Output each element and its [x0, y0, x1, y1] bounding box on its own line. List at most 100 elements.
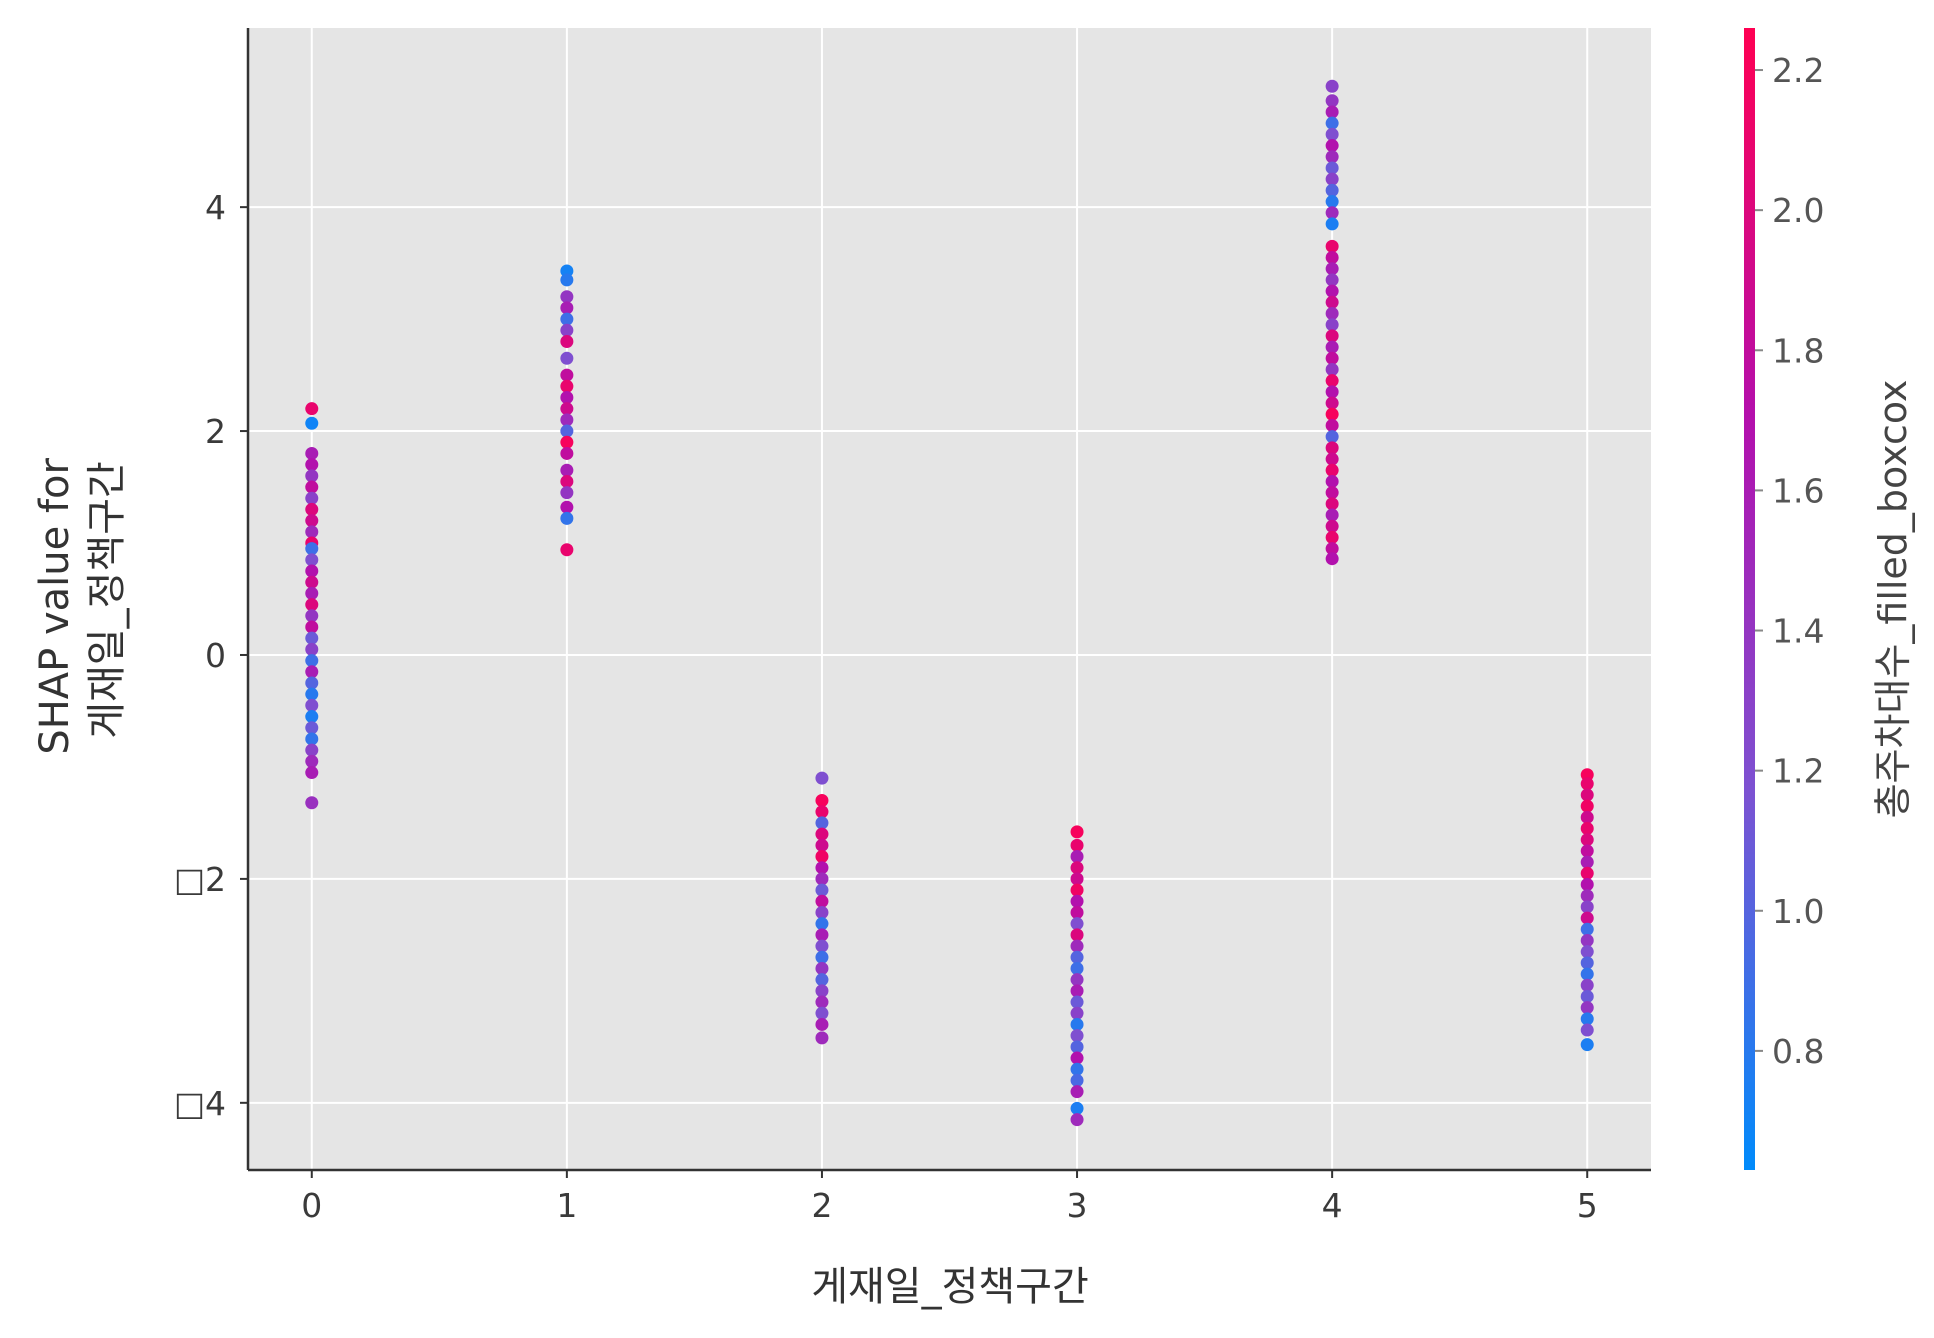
y-tick-label: 0	[205, 636, 226, 675]
scatter-point	[560, 486, 574, 500]
scatter-point	[1070, 939, 1084, 953]
scatter-point	[305, 710, 319, 724]
x-tick-label: 5	[1577, 1186, 1598, 1225]
scatter-point	[815, 995, 829, 1009]
scatter-point	[1070, 1040, 1084, 1054]
scatter-point	[1325, 407, 1339, 421]
scatter-point	[1325, 161, 1339, 175]
scatter-point	[815, 894, 829, 908]
scatter-point	[1070, 1073, 1084, 1087]
scatter-point	[1325, 530, 1339, 544]
scatter-point	[560, 500, 574, 514]
scatter-point	[305, 609, 319, 623]
scatter-point	[1580, 1012, 1594, 1026]
y-axis-ticks: □4 □2 0 2 4	[174, 188, 248, 1123]
scatter-point	[1325, 362, 1339, 376]
scatter-point	[560, 511, 574, 525]
scatter-point	[1325, 127, 1339, 141]
scatter-point	[1070, 973, 1084, 987]
scatter-point	[305, 469, 319, 483]
scatter-point	[815, 984, 829, 998]
scatter-point	[1070, 917, 1084, 931]
scatter-point	[1580, 989, 1594, 1003]
scatter-point	[1325, 374, 1339, 388]
scatter-point	[305, 416, 319, 430]
scatter-point	[1580, 866, 1594, 880]
scatter-point	[815, 1006, 829, 1020]
scatter-point	[560, 463, 574, 477]
y-tick-label: □4	[174, 1084, 226, 1123]
scatter-point	[305, 743, 319, 757]
scatter-point	[305, 732, 319, 746]
scatter-point	[1580, 810, 1594, 824]
scatter-point	[1580, 768, 1594, 782]
scatter-point	[560, 301, 574, 315]
colorbar-tick-label: 2.2	[1772, 51, 1824, 90]
scatter-point	[1070, 883, 1084, 897]
scatter-point	[1580, 967, 1594, 981]
scatter-point	[305, 542, 319, 556]
y-axis-title: SHAP value for 게재일_정책구간	[32, 445, 130, 754]
scatter-point	[1325, 497, 1339, 511]
scatter-point	[560, 368, 574, 382]
scatter-point	[1580, 833, 1594, 847]
scatter-point	[560, 379, 574, 393]
scatter-point	[560, 424, 574, 438]
scatter-point	[815, 950, 829, 964]
scatter-point	[815, 928, 829, 942]
scatter-point	[1070, 850, 1084, 864]
scatter-point	[1325, 418, 1339, 432]
scatter-point	[1070, 1101, 1084, 1115]
scatter-point	[1325, 116, 1339, 130]
scatter-point	[1325, 295, 1339, 309]
colorbar-tick-label: 2.0	[1772, 191, 1824, 230]
scatter-point	[1325, 430, 1339, 444]
scatter-point	[1070, 825, 1084, 839]
scatter-point	[305, 698, 319, 712]
scatter-point	[815, 1031, 829, 1045]
scatter-point	[1580, 945, 1594, 959]
scatter-point	[305, 553, 319, 567]
scatter-point	[560, 273, 574, 287]
scatter-point	[1325, 150, 1339, 164]
scatter-point	[1325, 519, 1339, 533]
colorbar-tick-label: 1.4	[1772, 612, 1824, 651]
scatter-point	[560, 446, 574, 460]
scatter-point	[1325, 94, 1339, 108]
scatter-point	[1325, 329, 1339, 343]
colorbar	[1744, 28, 1755, 1170]
colorbar-tick-label: 1.8	[1772, 331, 1824, 370]
x-tick-label: 1	[556, 1186, 577, 1225]
x-axis-title: 게재일_정책구간	[811, 1264, 1089, 1310]
scatter-point	[815, 861, 829, 875]
scatter-point	[1325, 217, 1339, 231]
scatter-point	[815, 850, 829, 864]
scatter-point	[1325, 351, 1339, 365]
y-tick-label: 2	[205, 412, 226, 451]
scatter-point	[1325, 183, 1339, 197]
scatter-point	[815, 805, 829, 819]
scatter-point	[1070, 950, 1084, 964]
scatter-point	[560, 264, 574, 278]
scatter-point	[1070, 894, 1084, 908]
scatter-point	[305, 458, 319, 472]
scatter-point	[1070, 1085, 1084, 1099]
scatter-point	[305, 402, 319, 416]
scatter-point	[1325, 206, 1339, 220]
scatter-point	[1070, 1051, 1084, 1065]
scatter-point	[1070, 1062, 1084, 1076]
scatter-point	[305, 491, 319, 505]
x-tick-label: 2	[811, 1186, 832, 1225]
colorbar-tick-label: 1.6	[1772, 471, 1824, 510]
scatter-point	[1070, 872, 1084, 886]
scatter-point	[1580, 788, 1594, 802]
scatter-point	[1070, 1113, 1084, 1127]
scatter-point	[305, 525, 319, 539]
x-tick-label: 3	[1067, 1186, 1088, 1225]
scatter-point	[1325, 486, 1339, 500]
scatter-point	[815, 794, 829, 808]
scatter-point	[560, 390, 574, 404]
x-axis-ticks: 0 1 2 3 4 5	[301, 1170, 1598, 1225]
